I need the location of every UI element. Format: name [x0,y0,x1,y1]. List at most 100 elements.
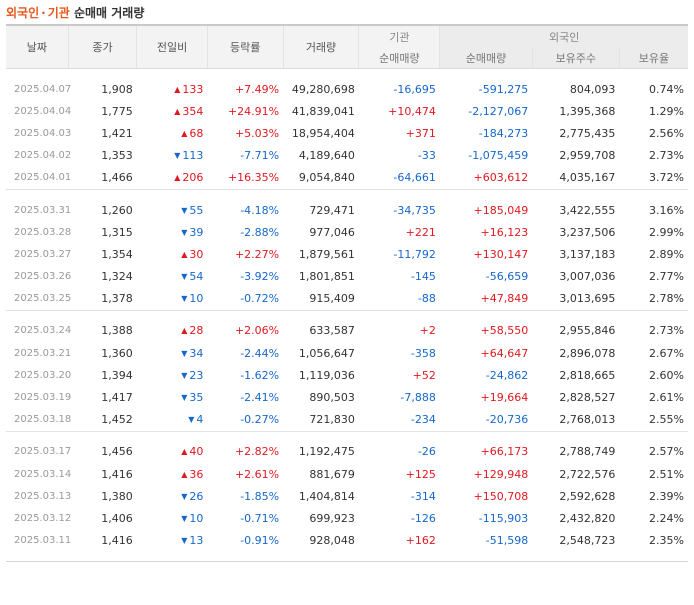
table-row: 2025.04.07 1,908 ▲ 133 +7.49% 49,280,698 -16,6… [6,78,688,100]
foreign-net-cell: -56,659 [485,270,529,284]
ratio-cell: 2.60% [649,368,684,382]
close-cell: 1,394 [101,368,133,382]
header-ratio: 보유율 [618,47,688,69]
close-cell: 1,354 [101,247,133,261]
close-cell: 1,378 [101,292,133,306]
holdings-cell: 3,422,555 [559,203,616,217]
holdings-cell: 2,432,820 [559,511,616,525]
close-cell: 1,421 [101,126,133,140]
ratio-cell: 2.73% [649,324,684,338]
change-cell: ▼ 10 [137,288,208,311]
title-separator: · [41,6,46,20]
rate-cell: +7.49% [234,82,280,96]
change-value: 68 [189,126,204,140]
change-cell: ▲ 354 [137,100,208,122]
volume-cell: 1,119,036 [298,368,355,382]
date-cell: 2025.03.21 [14,347,72,359]
date-cell: 2025.04.01 [14,172,72,184]
foreign-net-cell: -51,598 [485,534,529,548]
foreign-net-cell: +16,123 [480,225,529,239]
table-body: 2025.04.07 1,908 ▲ 133 +7.49% 49,280,698 -16,6… [6,69,688,562]
page-title: 외국인 · 기관 순매매 거래량 [6,4,688,24]
table-row: 2025.03.18 1,452 ▼ 4 -0.27% 721,830 -234 -20,73… [6,409,688,432]
header-date: 날짜 [6,24,69,69]
holdings-cell: 2,592,628 [559,489,616,503]
rate-cell: -3.92% [240,270,280,284]
change-value: 35 [189,391,204,405]
institution-net-cell: -126 [410,511,436,525]
institution-net-cell: -88 [417,292,436,306]
rate-cell: -1.85% [240,489,280,503]
change-value: 26 [189,489,204,503]
close-cell: 1,417 [101,391,133,405]
triangle-down-icon: ▼ [181,227,188,237]
change-cell: ▼ 39 [137,221,208,243]
holdings-cell: 3,237,506 [559,225,616,239]
foreign-net-cell: +129,948 [473,467,529,481]
close-cell: 1,908 [101,82,133,96]
holdings-cell: 2,955,846 [559,324,616,338]
change-cell: ▼ 113 [137,145,208,167]
triangle-down-icon: ▼ [181,370,188,380]
change-value: 113 [182,149,204,163]
table-row: 2025.03.31 1,260 ▼ 55 -4.18% 729,471 -34,735 +1… [6,199,688,221]
ratio-cell: 0.74% [649,82,684,96]
change-value: 28 [189,324,204,338]
rate-cell: -4.18% [240,203,280,217]
rate-cell: +2.06% [234,324,280,338]
date-cell: 2025.03.14 [14,468,72,480]
table-row: 2025.04.01 1,466 ▲ 206 +16.35% 9,054,840 -64,6… [6,167,688,190]
table-row: 2025.03.17 1,456 ▲ 40 +2.82% 1,192,475 -26 +66,… [6,441,688,463]
triangle-up-icon: ▲ [181,249,188,259]
close-cell: 1,353 [101,149,133,163]
header-foreign-net: 순매매량 [439,47,533,69]
spacer-cell [6,69,688,79]
header-close: 종가 [67,24,137,69]
rate-cell: +24.91% [227,104,280,118]
table-row: 2025.03.20 1,394 ▼ 23 -1.62% 1,119,036 +52 -24,… [6,364,688,386]
volume-cell: 699,923 [309,511,355,525]
change-value: 23 [189,368,204,382]
triangle-down-icon: ▼ [181,491,188,501]
ratio-cell: 2.57% [649,445,684,459]
volume-cell: 729,471 [309,203,355,217]
volume-cell: 890,503 [309,391,355,405]
table-row: 2025.03.12 1,406 ▼ 10 -0.71% 699,923 -126 -115,… [6,507,688,529]
change-cell: ▲ 40 [137,441,208,463]
header-rate: 등락률 [206,24,284,69]
close-cell: 1,388 [101,324,133,338]
header-institution-net: 순매매량 [358,47,440,69]
triangle-down-icon: ▼ [181,536,188,546]
holdings-cell: 4,035,167 [559,171,616,185]
close-cell: 1,406 [101,511,133,525]
change-value: 30 [189,247,204,261]
rate-cell: +2.61% [234,467,280,481]
volume-cell: 18,954,404 [291,126,355,140]
date-cell: 2025.03.13 [14,490,72,502]
change-cell: ▼ 34 [137,342,208,364]
volume-cell: 881,679 [309,467,355,481]
table-row: 2025.03.13 1,380 ▼ 26 -1.85% 1,404,814 -314 +15… [6,485,688,507]
change-cell: ▲ 28 [137,320,208,342]
holdings-cell: 2,768,013 [559,413,616,427]
volume-cell: 1,801,851 [298,270,355,284]
volume-cell: 1,192,475 [298,445,355,459]
foreign-net-cell: -1,075,459 [468,149,529,163]
volume-cell: 928,048 [309,534,355,548]
change-value: 10 [189,292,204,306]
change-cell: ▼ 4 [137,409,208,432]
title-foreign: 외국인 [6,6,40,20]
triangle-down-icon: ▼ [181,393,188,403]
foreign-net-cell: +66,173 [480,445,529,459]
institution-net-cell: +125 [405,467,436,481]
foreign-net-cell: -184,273 [478,126,529,140]
spacer-cell [6,551,688,562]
change-value: 36 [189,467,204,481]
change-cell: ▲ 206 [137,167,208,190]
title-institution: 기관 [47,6,70,20]
date-cell: 2025.03.12 [14,512,72,524]
table-end-spacer [6,551,688,562]
table-row: 2025.03.11 1,416 ▼ 13 -0.91% 928,048 +162 -51,5… [6,530,688,552]
spacer-cell [6,430,688,441]
ratio-cell: 1.29% [649,104,684,118]
